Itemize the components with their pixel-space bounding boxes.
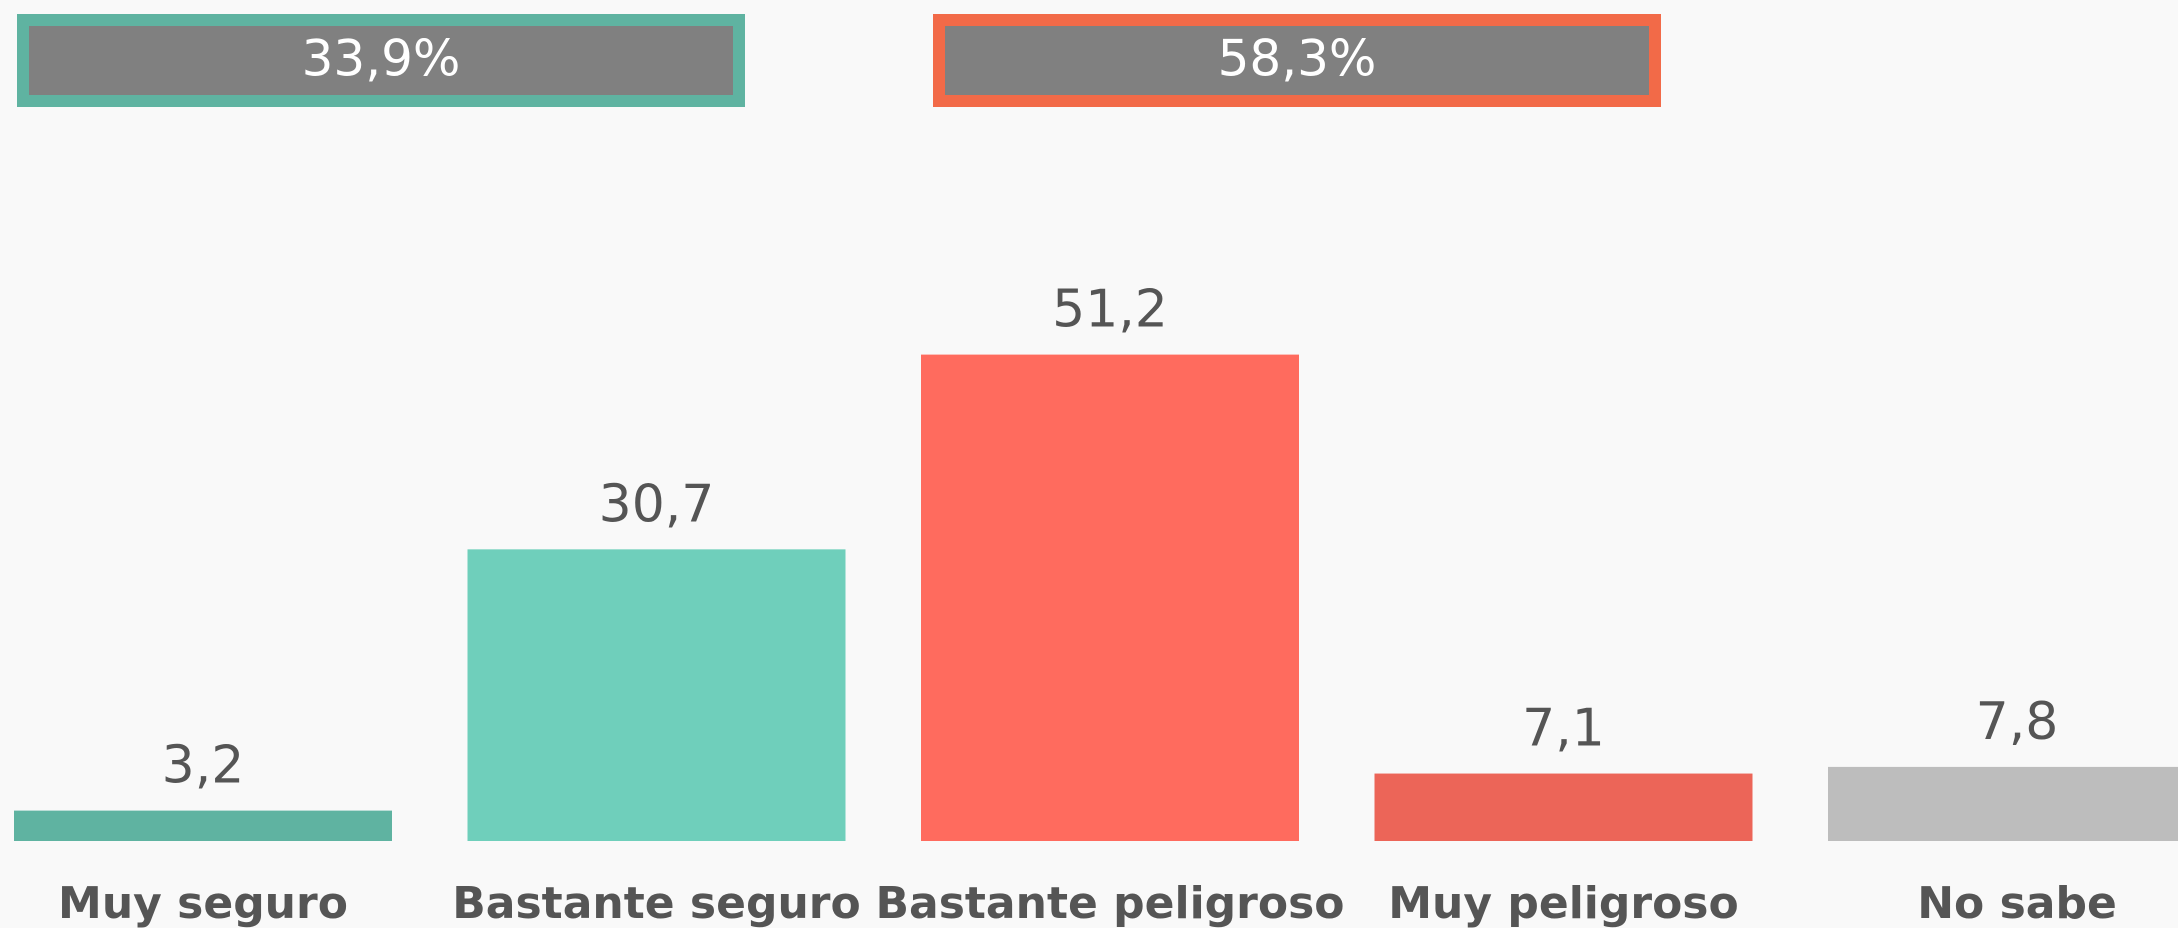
value-label: 30,7 (599, 474, 715, 534)
summary-box (29, 26, 733, 95)
value-label: 3,2 (162, 736, 245, 796)
category-label: Bastante peligroso (875, 878, 1344, 928)
value-label: 7,8 (1976, 692, 2059, 752)
value-label: 7,1 (1522, 699, 1605, 759)
category-label: Bastante seguro (452, 878, 860, 928)
bar (921, 354, 1299, 841)
summary-label: 33,9% (302, 30, 461, 88)
category-label: No sabe (1917, 878, 2117, 928)
summary-label: 58,3% (1218, 30, 1377, 88)
bar (1374, 773, 1753, 841)
category-label: Muy peligroso (1388, 878, 1738, 928)
value-label: 51,2 (1052, 280, 1168, 340)
summary-box (945, 26, 1649, 95)
bar (14, 810, 392, 841)
bar (1828, 766, 2178, 841)
bar (467, 549, 846, 841)
category-label: Muy seguro (58, 878, 348, 928)
